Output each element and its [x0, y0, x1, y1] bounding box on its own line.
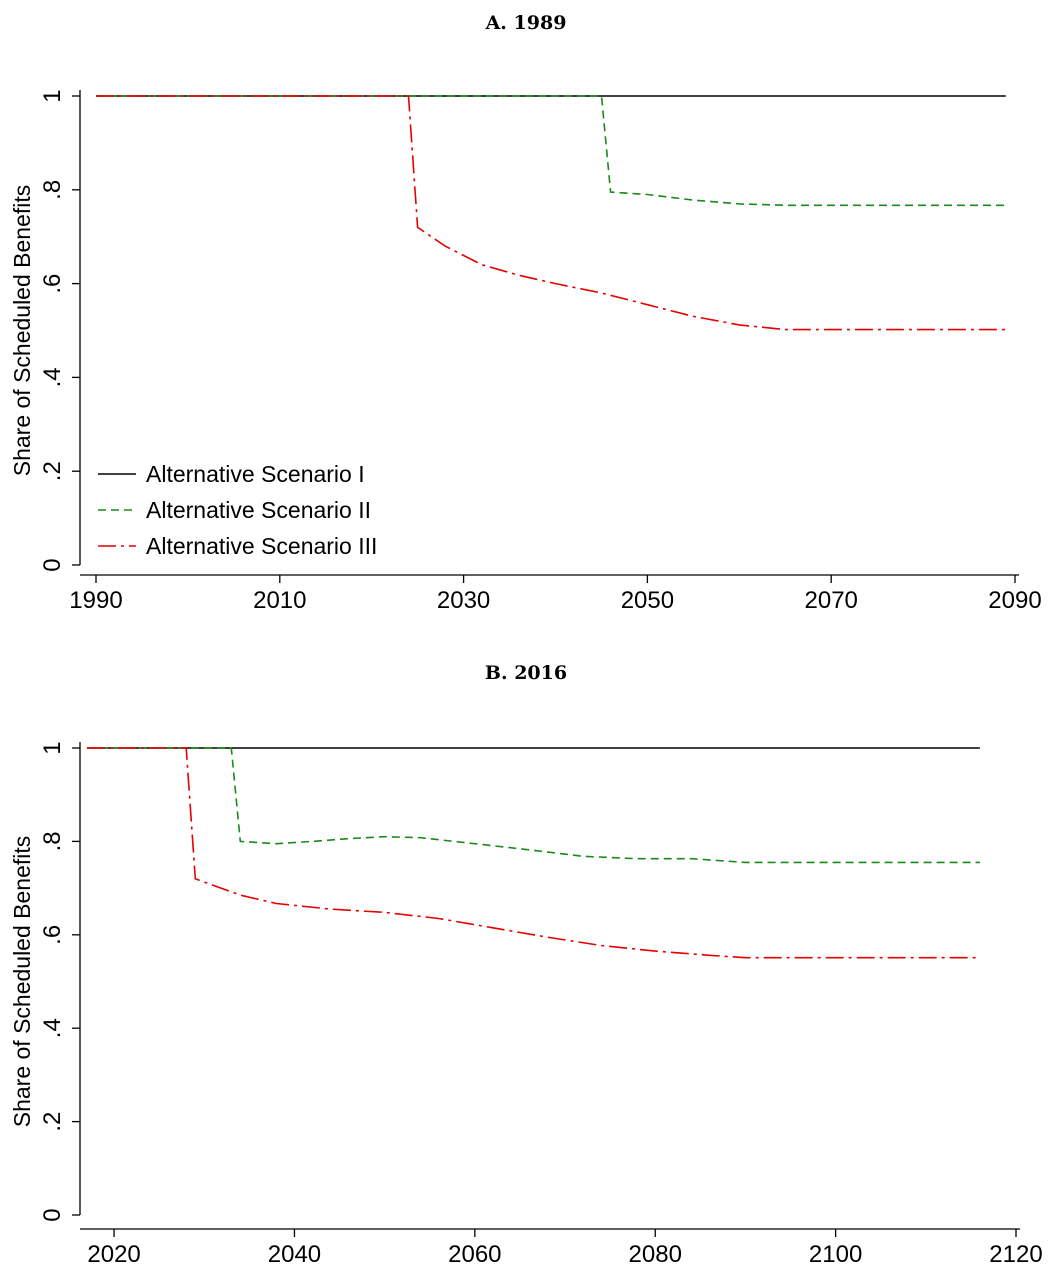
panel-b-title: B. 2016 [484, 662, 568, 684]
series-line-2 [87, 747, 980, 864]
x-tick-label: 2010 [253, 587, 306, 614]
y-tick-label: 1 [39, 89, 66, 102]
chart-b: 2020 2040 2060 2080 2100 2120 0 .2 .4 .6 .8 1 Share … [9, 741, 1043, 1267]
y-axis-title: Share of Scheduled Benefits [9, 185, 35, 477]
y-tick-label: .2 [39, 461, 66, 481]
y-tick-label: .4 [39, 367, 66, 387]
series-line-2 [96, 95, 1006, 207]
x-tick-label: 2100 [809, 1241, 862, 1267]
chart-a: 1990 2010 2030 2050 2070 2090 0 .2 .4 .6 .8 1 Share … [9, 89, 1042, 614]
series-line-3 [87, 747, 980, 959]
y-tick-label: .8 [39, 831, 66, 851]
y-axis-title: Share of Scheduled Benefits [9, 836, 35, 1128]
legend-label-3: Alternative Scenario III [146, 533, 377, 559]
x-tick-label: 2040 [268, 1241, 321, 1267]
y-tick-label: .2 [39, 1112, 66, 1132]
y-tick-label: 0 [39, 1208, 66, 1221]
y-tick-label: .6 [39, 925, 66, 945]
x-tick-label: 2090 [988, 587, 1041, 614]
x-tick-label: 2030 [437, 587, 490, 614]
x-tick-label: 2050 [621, 587, 674, 614]
x-tick-label: 2080 [629, 1241, 682, 1267]
x-tick-label: 2020 [87, 1241, 140, 1267]
panel-a-title: A. 1989 [485, 12, 567, 34]
x-tick-label: 1990 [69, 587, 122, 614]
y-tick-label: 1 [39, 741, 66, 754]
y-tick-label: .4 [39, 1018, 66, 1038]
x-tick-label: 2070 [805, 587, 858, 614]
y-tick-label: .6 [39, 274, 66, 294]
x-tick-label: 2060 [448, 1241, 501, 1267]
legend-label-1: Alternative Scenario I [146, 461, 365, 487]
series-line-3 [96, 95, 1006, 331]
x-tick-label: 2120 [989, 1241, 1042, 1267]
legend-label-2: Alternative Scenario II [146, 497, 371, 523]
y-tick-label: 0 [39, 558, 66, 571]
y-tick-label: .8 [39, 180, 66, 200]
